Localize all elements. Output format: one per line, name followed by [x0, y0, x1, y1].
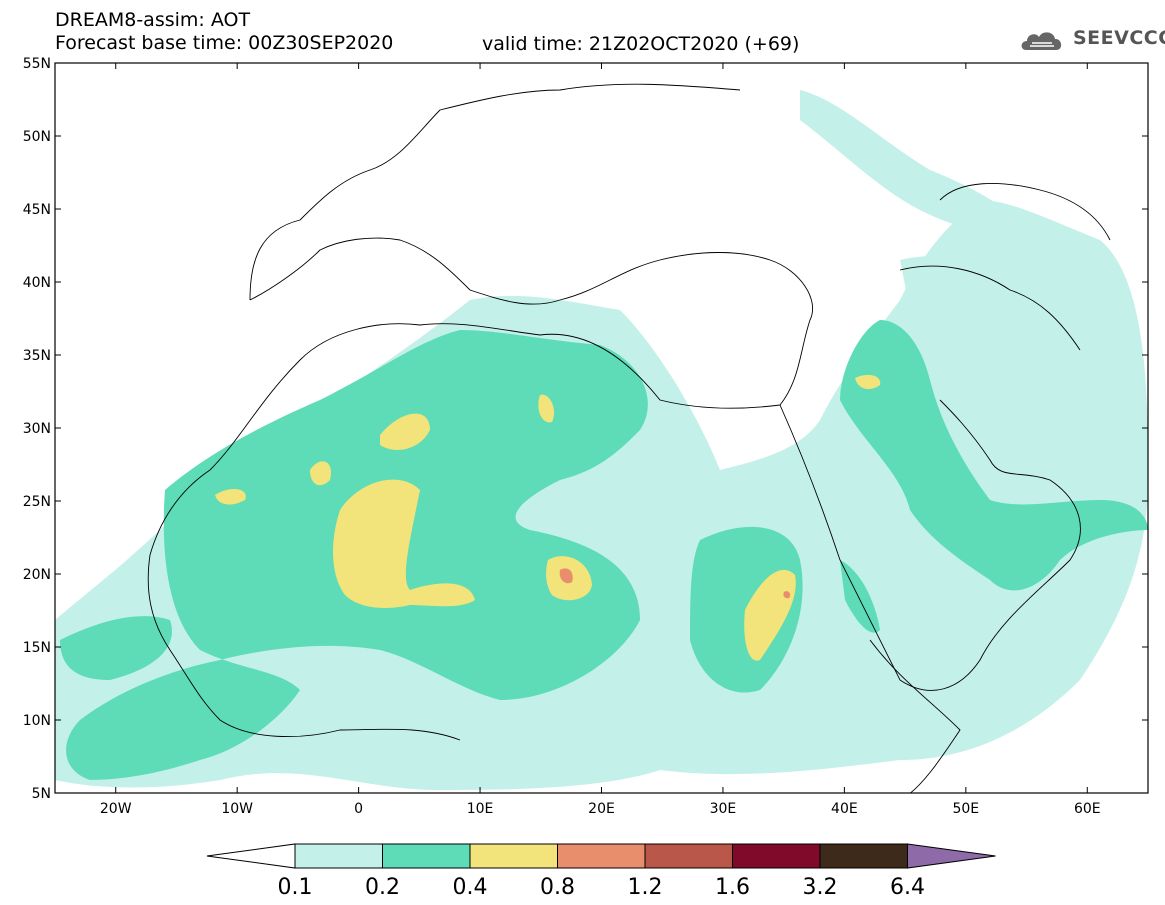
colorbar-label: 0.8 [540, 875, 575, 900]
lon-tick-label: 10W [221, 801, 253, 817]
lon-tick-label: 20W [100, 801, 132, 817]
lon-tick-label: 30E [710, 801, 737, 817]
lat-tick-label: 40N [23, 275, 51, 291]
map-title: DREAM8-assim: AOT [55, 9, 251, 31]
colorbar-label: 3.2 [803, 875, 838, 900]
lat-tick-label: 35N [23, 348, 51, 364]
colorbar-label: 0.1 [278, 875, 313, 900]
lat-tick-label: 30N [23, 421, 51, 437]
colorbar-label: 0.4 [453, 875, 488, 900]
lat-tick-label: 50N [23, 129, 51, 145]
cloud-logo-icon [1021, 32, 1062, 50]
lon-tick-label: 20E [588, 801, 615, 817]
valid-time: valid time: 21Z02OCT2020 (+69) [482, 33, 800, 55]
lat-tick-label: 55N [23, 56, 51, 72]
colorbar-label: 1.6 [715, 875, 750, 900]
lon-tick-label: 0 [354, 801, 363, 817]
colorbar-swatch [732, 843, 821, 869]
colorbar-swatch [469, 843, 558, 869]
lon-tick-label: 50E [952, 801, 979, 817]
colorbar-swatch [644, 843, 733, 869]
lat-tick-label: 45N [23, 202, 51, 218]
colorbar-label: 1.2 [628, 875, 663, 900]
forecast-base-time: Forecast base time: 00Z30SEP2020 [55, 32, 394, 54]
lat-tick-label: 10N [23, 713, 51, 729]
lat-tick-label: 15N [23, 640, 51, 656]
lat-tick-label: 25N [23, 494, 51, 510]
lon-tick-label: 10E [467, 801, 494, 817]
lat-tick-label: 5N [32, 786, 51, 802]
lat-tick-label: 20N [23, 567, 51, 583]
colorbar-label: 6.4 [890, 875, 925, 900]
colorbar-swatch [382, 843, 471, 869]
lon-tick-label: 40E [831, 801, 858, 817]
logo-text: SEEVCCC [1073, 27, 1165, 49]
longitude-axis: 20W 10W 0 10E 20E 30E 40E 50E 60E [100, 63, 1101, 817]
colorbar-high-arrow [907, 843, 996, 869]
colorbar-low-arrow [206, 843, 296, 869]
colorbar-swatch [819, 843, 908, 869]
coastlines [147, 83, 1111, 793]
colorbar-label: 0.2 [365, 875, 400, 900]
aot-level-0-4 [215, 374, 881, 661]
colorbar-swatch [557, 843, 646, 869]
lon-tick-label: 60E [1074, 801, 1101, 817]
colorbar-swatch [294, 843, 383, 869]
aot-field [55, 90, 1148, 790]
latitude-axis: 55N 50N 45N 40N 35N 30N 25N 20N 15N 10N 5N [23, 56, 1148, 802]
aot-level-0-8 [559, 568, 791, 599]
